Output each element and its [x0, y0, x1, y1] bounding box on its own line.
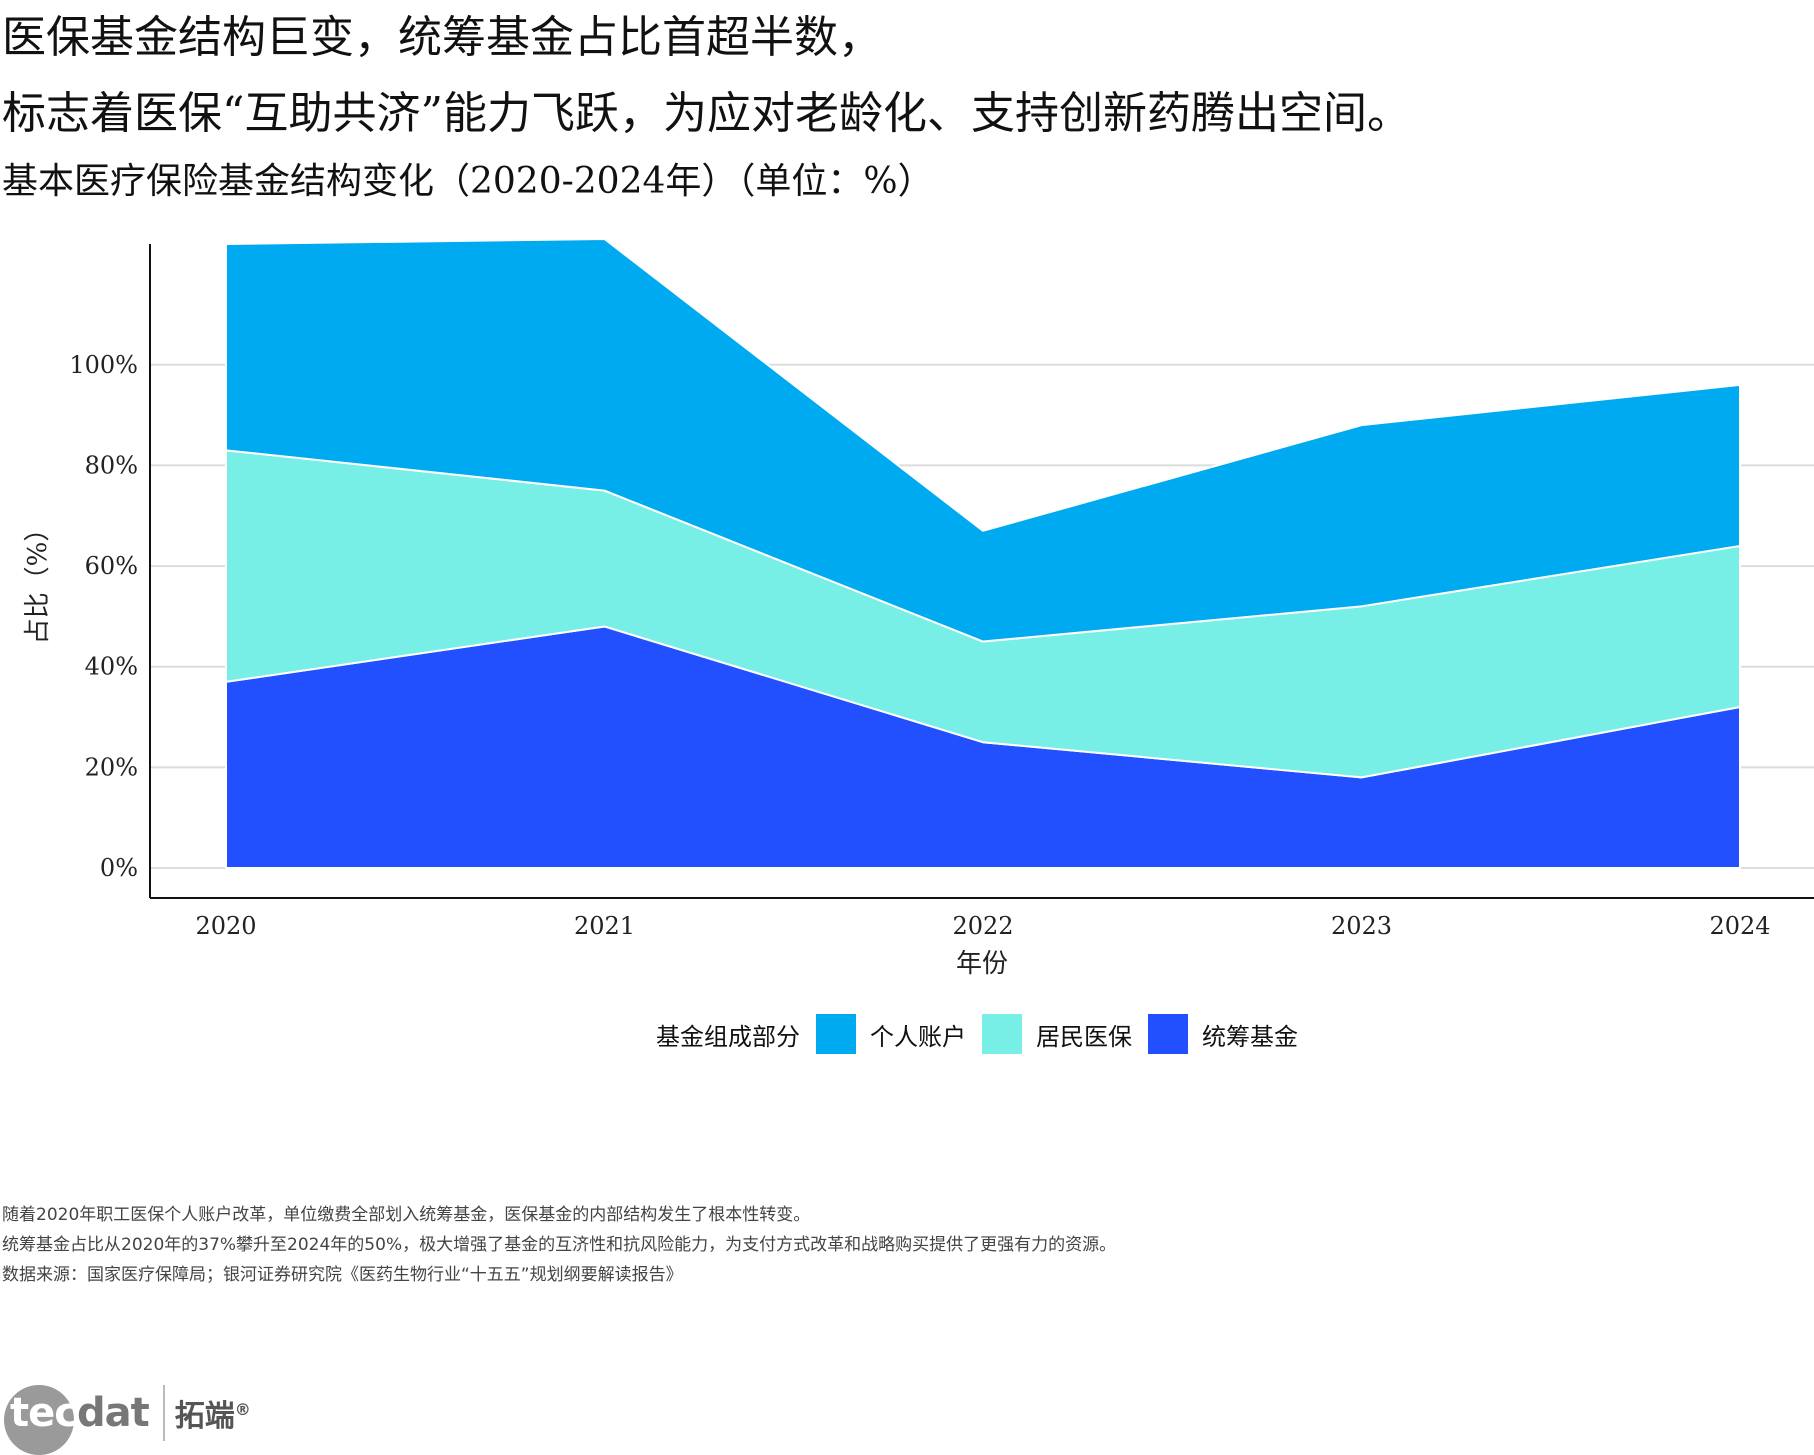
x-tick-label: 2021: [574, 912, 635, 940]
footnotes: 随着2020年职工医保个人账户改革，单位缴费全部划入统筹基金，医保基金的内部结构…: [2, 1200, 1116, 1290]
legend-label-resident-insurance: 居民医保: [1036, 1022, 1132, 1051]
legend-item-personal-account: 个人账户: [816, 1014, 972, 1054]
legend-label-pooled-fund: 统筹基金: [1202, 1022, 1298, 1051]
x-tick-label: 2024: [1709, 912, 1770, 940]
legend-swatch-personal-account: [816, 1014, 856, 1054]
legend-item-resident-insurance: 居民医保: [982, 1014, 1138, 1054]
chart-title-line1: 医保基金结构巨变，统筹基金占比首超半数，: [2, 12, 882, 63]
logo-chinese-text: 拓端®: [174, 1399, 251, 1434]
tecdat-logo: tecdat 拓端®: [4, 1385, 251, 1455]
legend: 基金组成部分 个人账户 居民医保 统筹基金: [656, 1014, 1314, 1054]
x-tick-labels: 2020 2021 2022 2023 2024: [195, 912, 1770, 940]
legend-title: 基金组成部分: [656, 1022, 800, 1051]
y-tick-label: 40%: [85, 653, 138, 681]
x-axis-title: 年份: [956, 949, 1008, 979]
logo-divider: [162, 1385, 165, 1441]
legend-item-pooled-fund: 统筹基金: [1148, 1014, 1304, 1054]
footnote-line: 统筹基金占比从2020年的37%攀升至2024年的50%，极大增强了基金的互济性…: [2, 1235, 1117, 1255]
y-tick-label: 60%: [85, 552, 138, 580]
area-chart: 0%20%40%60%80%100% 2020 2021 2022 2023 2024 …: [23, 237, 1814, 979]
legend-swatch-resident-insurance: [982, 1014, 1022, 1054]
chart-title-line2: 标志着医保“互助共济”能力飞跃，为应对老龄化、支持创新药腾出空间。: [2, 88, 1411, 139]
y-tick-label: 80%: [85, 451, 138, 479]
x-tick-label: 2023: [1331, 912, 1392, 940]
area-series: [225, 237, 1741, 869]
y-tick-labels: 0% 20% 40% 60% 80% 100%: [69, 351, 138, 882]
legend-swatch-pooled-fund: [1148, 1014, 1188, 1054]
y-tick-label: 0%: [100, 854, 138, 882]
footnote-source: 数据来源：国家医疗保障局；银河证券研究院《医药生物行业“十五五”规划纲要解读报告…: [2, 1265, 683, 1285]
x-tick-label: 2020: [195, 912, 256, 940]
area-personal-account: [225, 237, 1741, 643]
axes: [149, 244, 1814, 899]
logo-circle: [4, 1385, 74, 1455]
x-tick-label: 2022: [952, 912, 1013, 940]
footnote-line: 随着2020年职工医保个人账户改革，单位缴费全部划入统筹基金，医保基金的内部结构…: [2, 1205, 811, 1225]
y-tick-label: 100%: [69, 351, 138, 379]
logo-brand-text: tecdat: [10, 1390, 150, 1436]
y-axis-title: 占比（%）: [23, 516, 53, 645]
legend-label-personal-account: 个人账户: [870, 1022, 966, 1051]
chart-subtitle: 基本医疗保险基金结构变化（2020-2024年）（单位：%）: [2, 161, 934, 202]
y-tick-label: 20%: [85, 753, 138, 781]
